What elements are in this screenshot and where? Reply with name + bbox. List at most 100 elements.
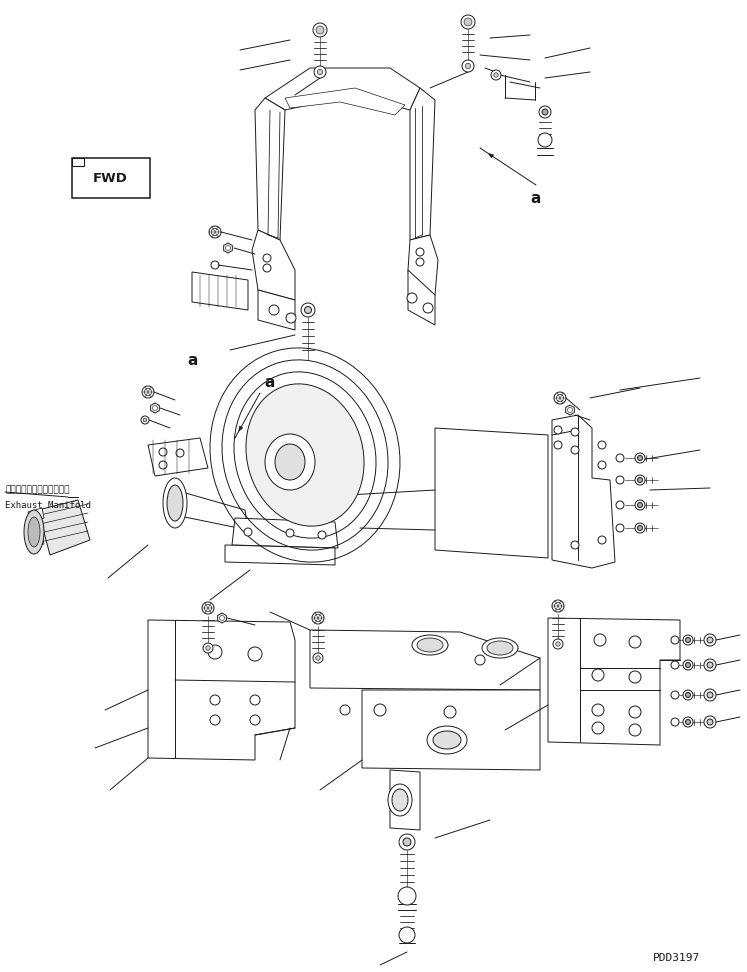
- Circle shape: [465, 63, 471, 69]
- Text: a: a: [531, 191, 541, 205]
- Circle shape: [305, 306, 311, 314]
- Polygon shape: [310, 630, 540, 690]
- Circle shape: [202, 602, 214, 614]
- Circle shape: [616, 501, 624, 509]
- Ellipse shape: [275, 444, 305, 480]
- Circle shape: [598, 441, 606, 449]
- Ellipse shape: [412, 635, 448, 655]
- Polygon shape: [390, 770, 420, 830]
- Ellipse shape: [24, 510, 44, 554]
- Polygon shape: [72, 158, 84, 166]
- Circle shape: [686, 663, 690, 668]
- Polygon shape: [38, 500, 90, 555]
- Circle shape: [671, 636, 679, 644]
- Circle shape: [707, 637, 713, 643]
- Circle shape: [629, 724, 641, 736]
- Polygon shape: [151, 403, 159, 413]
- Circle shape: [269, 305, 279, 315]
- Ellipse shape: [388, 784, 412, 816]
- Circle shape: [704, 716, 716, 728]
- Polygon shape: [265, 68, 420, 110]
- Circle shape: [635, 475, 645, 485]
- Circle shape: [704, 689, 716, 701]
- Circle shape: [539, 106, 551, 118]
- Circle shape: [538, 133, 552, 147]
- Ellipse shape: [433, 731, 461, 749]
- Circle shape: [286, 529, 294, 537]
- Circle shape: [629, 671, 641, 683]
- Circle shape: [616, 524, 624, 532]
- Circle shape: [553, 639, 563, 649]
- Circle shape: [316, 26, 324, 34]
- Circle shape: [464, 18, 472, 26]
- Circle shape: [313, 23, 327, 37]
- Circle shape: [671, 661, 679, 669]
- Circle shape: [707, 692, 713, 698]
- Text: Exhaust Manifold: Exhaust Manifold: [5, 501, 91, 509]
- Text: FWD: FWD: [93, 171, 128, 185]
- Circle shape: [461, 15, 475, 29]
- Circle shape: [248, 647, 262, 661]
- Polygon shape: [565, 405, 574, 415]
- Polygon shape: [223, 243, 232, 253]
- Circle shape: [403, 838, 411, 846]
- Circle shape: [462, 60, 474, 72]
- Polygon shape: [239, 426, 243, 432]
- Polygon shape: [410, 88, 435, 240]
- Ellipse shape: [482, 638, 518, 658]
- Circle shape: [637, 503, 642, 507]
- Text: エキゾーストマニホールド: エキゾーストマニホールド: [5, 485, 69, 495]
- Circle shape: [571, 446, 579, 454]
- Circle shape: [683, 660, 693, 670]
- Circle shape: [683, 717, 693, 727]
- Circle shape: [592, 722, 604, 734]
- Circle shape: [556, 642, 560, 646]
- Circle shape: [312, 612, 324, 624]
- Polygon shape: [28, 508, 44, 522]
- Circle shape: [203, 643, 213, 653]
- Polygon shape: [148, 620, 295, 760]
- Polygon shape: [285, 88, 405, 115]
- Circle shape: [637, 477, 642, 482]
- Circle shape: [671, 691, 679, 699]
- Circle shape: [491, 70, 501, 80]
- Circle shape: [141, 416, 149, 424]
- Polygon shape: [548, 618, 680, 745]
- Polygon shape: [175, 490, 248, 530]
- Circle shape: [143, 418, 147, 422]
- Circle shape: [592, 704, 604, 716]
- Circle shape: [704, 634, 716, 646]
- Circle shape: [635, 523, 645, 533]
- Ellipse shape: [265, 434, 315, 490]
- Circle shape: [286, 313, 296, 323]
- Circle shape: [552, 600, 564, 612]
- Circle shape: [616, 454, 624, 462]
- Polygon shape: [258, 290, 295, 330]
- Circle shape: [616, 476, 624, 484]
- Circle shape: [398, 887, 416, 905]
- Circle shape: [407, 293, 417, 303]
- Circle shape: [554, 392, 566, 404]
- Circle shape: [494, 73, 498, 77]
- Polygon shape: [408, 270, 435, 325]
- Circle shape: [635, 453, 645, 463]
- Circle shape: [686, 719, 690, 724]
- Polygon shape: [362, 690, 540, 770]
- Circle shape: [317, 69, 323, 75]
- Text: PDD3197: PDD3197: [653, 953, 700, 963]
- Circle shape: [314, 66, 326, 78]
- Circle shape: [683, 690, 693, 700]
- Circle shape: [635, 500, 645, 510]
- Polygon shape: [408, 235, 438, 305]
- Ellipse shape: [246, 384, 364, 526]
- Circle shape: [208, 645, 222, 659]
- Circle shape: [707, 662, 713, 668]
- Ellipse shape: [167, 485, 183, 521]
- Circle shape: [629, 636, 641, 648]
- Polygon shape: [217, 613, 226, 623]
- Circle shape: [399, 927, 415, 943]
- Circle shape: [571, 541, 579, 549]
- Circle shape: [683, 635, 693, 645]
- Circle shape: [671, 718, 679, 726]
- Circle shape: [571, 428, 579, 436]
